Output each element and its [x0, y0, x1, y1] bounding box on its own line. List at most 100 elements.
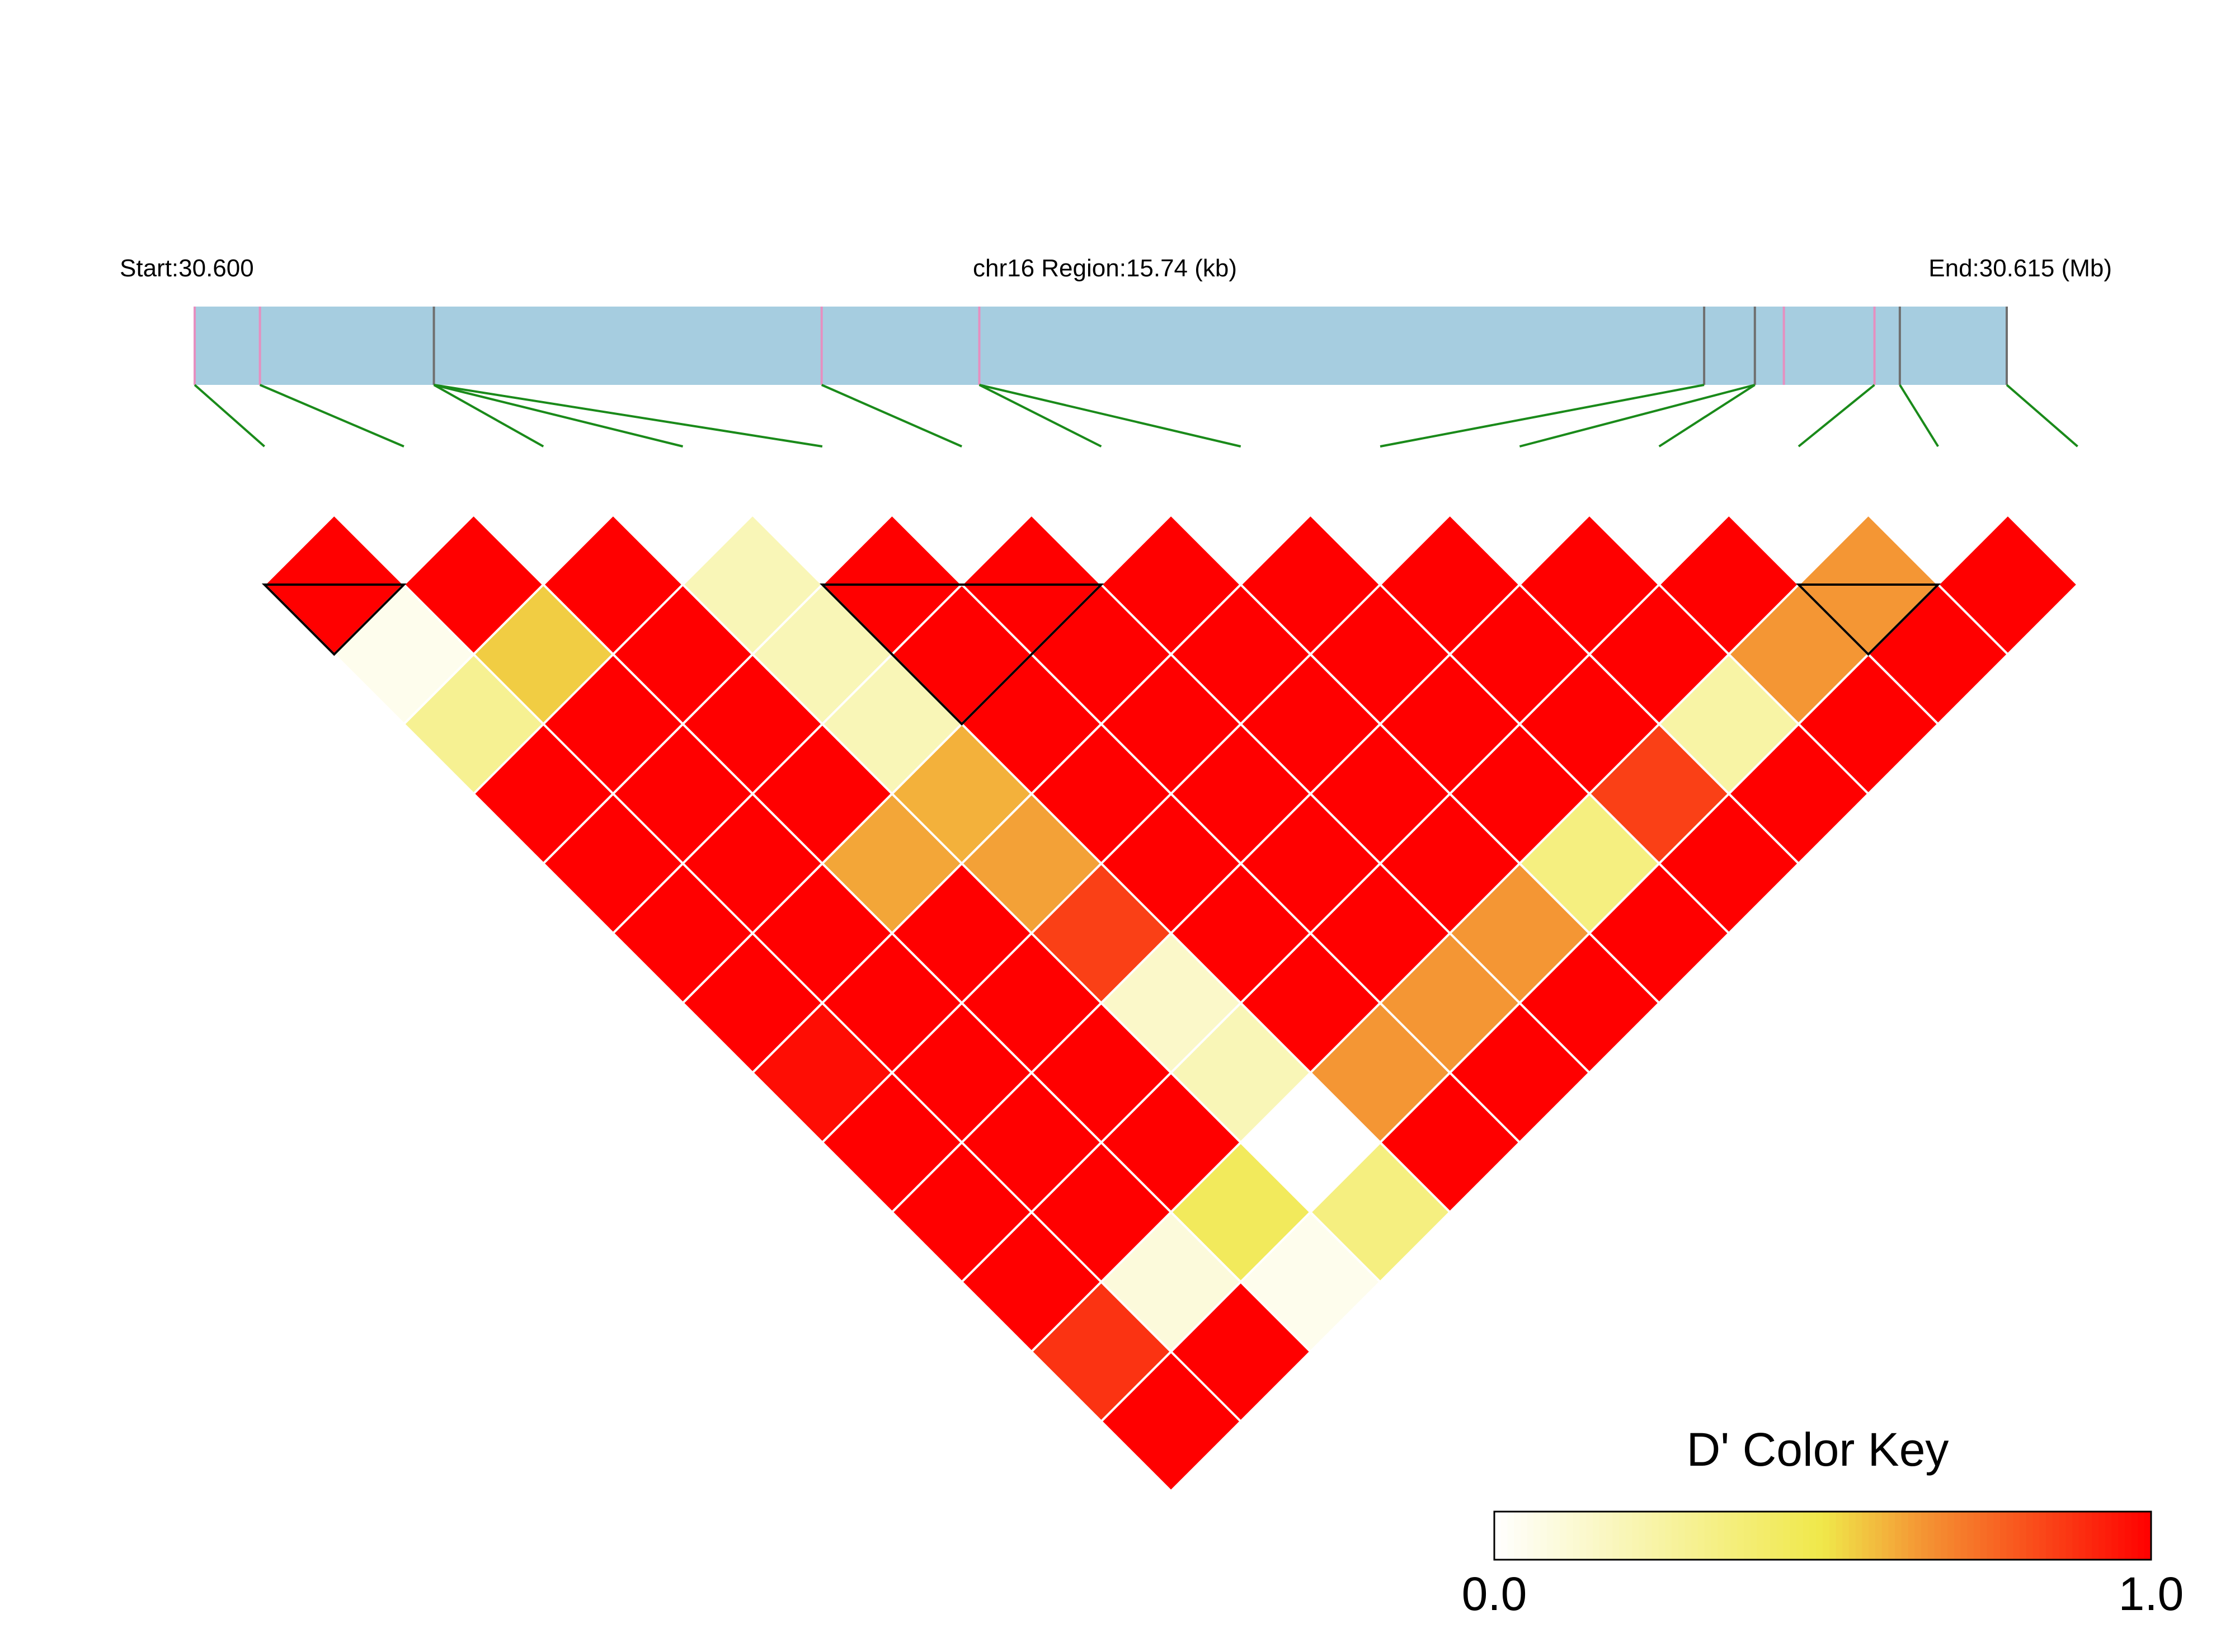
snp-markers: [194, 307, 2008, 385]
color-key-step: [2138, 1512, 2145, 1560]
color-key-step: [1914, 1512, 1922, 1560]
snp-connector-lines: [194, 384, 2078, 448]
color-key-step: [1809, 1512, 1817, 1560]
snp-connector: [1380, 384, 1705, 448]
color-key-step: [1730, 1512, 1738, 1560]
color-key-step: [2131, 1512, 2139, 1560]
color-key-step: [1566, 1512, 1574, 1560]
color-key-step: [2013, 1512, 2020, 1560]
snp-connector: [1798, 384, 1875, 448]
start-position-label: Start:30.600: [120, 255, 254, 282]
color-key-step: [1724, 1512, 1731, 1560]
color-key-step: [1848, 1512, 1856, 1560]
color-key-step: [1790, 1512, 1797, 1560]
color-key-step: [1836, 1512, 1843, 1560]
snp-connector: [1899, 384, 1939, 448]
color-key-step: [1757, 1512, 1765, 1560]
color-key-step: [1704, 1512, 1712, 1560]
color-key-step: [1803, 1512, 1810, 1560]
color-key-step: [2006, 1512, 2014, 1560]
color-key-step: [1606, 1512, 1613, 1560]
color-key-step: [1954, 1512, 1961, 1560]
snp-connector: [821, 384, 962, 448]
color-key-step: [1750, 1512, 1758, 1560]
color-key-step: [2052, 1512, 2060, 1560]
color-key-step: [1520, 1512, 1528, 1560]
color-key-step: [1665, 1512, 1672, 1560]
color-key-step: [1579, 1512, 1587, 1560]
color-key-step: [2118, 1512, 2125, 1560]
end-position-label: End:30.615 (Mb): [1928, 255, 2112, 282]
ld-cells: [262, 513, 2079, 1493]
snp-connector: [434, 384, 684, 448]
ld-cell: [1099, 1350, 1243, 1493]
color-key-step: [1500, 1512, 1508, 1560]
color-key-frame: [1493, 1510, 2152, 1561]
region-track-bar: [195, 307, 2007, 385]
color-key-step: [1553, 1512, 1561, 1560]
color-key-step: [1967, 1512, 1974, 1560]
color-key-step: [1823, 1512, 1830, 1560]
color-key-step: [2105, 1512, 2112, 1560]
color-key-step: [2032, 1512, 2040, 1560]
haplotype-block-outline: [1796, 583, 1941, 656]
color-key-step: [1573, 1512, 1580, 1560]
snp-connector: [978, 384, 1102, 448]
color-key-step: [1658, 1512, 1666, 1560]
color-key-step: [1816, 1512, 1823, 1560]
color-key: D' Color Key 0.0 1.0: [1462, 1423, 2184, 1620]
color-key-step: [1671, 1512, 1679, 1560]
snp-connector: [2006, 384, 2078, 448]
color-key-step: [1514, 1512, 1521, 1560]
color-key-step: [1960, 1512, 1968, 1560]
color-key-step: [1711, 1512, 1718, 1560]
color-key-step: [1540, 1512, 1547, 1560]
color-key-step: [2046, 1512, 2053, 1560]
color-key-step: [1908, 1512, 1916, 1560]
color-key-min-label: 0.0: [1462, 1568, 1527, 1620]
color-key-step: [1888, 1512, 1895, 1560]
color-key-step: [1993, 1512, 2001, 1560]
color-key-step: [1842, 1512, 1850, 1560]
haplotype-blocks: [261, 583, 1941, 726]
color-key-step: [1921, 1512, 1928, 1560]
color-key-step: [2026, 1512, 2034, 1560]
color-key-step: [1718, 1512, 1725, 1560]
color-key-step: [2144, 1512, 2152, 1560]
color-key-step: [1987, 1512, 1994, 1560]
color-key-step: [1494, 1512, 1502, 1560]
color-key-step: [1980, 1512, 1988, 1560]
color-key-step: [1941, 1512, 1948, 1560]
color-key-step: [2125, 1512, 2132, 1560]
snp-connector: [1519, 384, 1756, 448]
color-key-step: [2098, 1512, 2106, 1560]
color-key-step: [2059, 1512, 2067, 1560]
color-key-step: [1651, 1512, 1659, 1560]
color-key-step: [1639, 1512, 1646, 1560]
color-key-step: [1999, 1512, 2007, 1560]
color-key-step: [1927, 1512, 1935, 1560]
color-key-step: [2072, 1512, 2079, 1560]
color-key-step: [1934, 1512, 1942, 1560]
color-key-step: [2092, 1512, 2099, 1560]
color-key-step: [2085, 1512, 2093, 1560]
snp-connector: [259, 384, 404, 448]
color-key-step: [2039, 1512, 2046, 1560]
color-key-step: [1586, 1512, 1593, 1560]
haplotype-block-outline: [820, 583, 1104, 726]
color-key-step: [1599, 1512, 1607, 1560]
snp-connector: [979, 384, 1241, 448]
color-key-step: [1947, 1512, 1955, 1560]
color-key-step: [1546, 1512, 1554, 1560]
color-key-step: [1895, 1512, 1902, 1560]
snp-connector: [1658, 384, 1756, 448]
color-key-step: [1881, 1512, 1889, 1560]
color-key-step: [1875, 1512, 1883, 1560]
color-key-step: [2078, 1512, 2086, 1560]
color-key-step: [1783, 1512, 1791, 1560]
color-key-step: [1744, 1512, 1751, 1560]
color-key-max-label: 1.0: [2119, 1568, 2184, 1620]
color-key-step: [1776, 1512, 1784, 1560]
color-key-gradient: [1494, 1512, 2152, 1560]
